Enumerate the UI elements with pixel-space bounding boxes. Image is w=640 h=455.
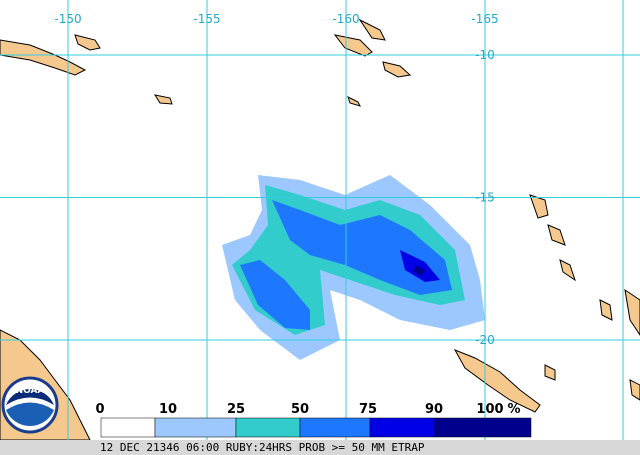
legend-tick: 0 <box>95 402 104 417</box>
logo-text: NOAA <box>16 386 45 396</box>
lon-label: -155 <box>193 12 220 26</box>
graticule: -150 -155 -160 -165 -10 -15 -20 <box>0 0 640 440</box>
lat-label: -20 <box>475 333 495 347</box>
noaa-logo: NOAA <box>1 376 59 434</box>
lon-label: -160 <box>332 12 359 26</box>
legend-swatch <box>235 417 301 438</box>
lat-label: -10 <box>475 48 495 62</box>
legend-unit: % <box>507 402 520 417</box>
lon-label: -165 <box>471 12 498 26</box>
legend-tick: 10 <box>159 402 177 417</box>
legend-tick: 25 <box>227 402 245 417</box>
legend-tick: 50 <box>291 402 309 417</box>
legend-tick: 90 <box>425 402 443 417</box>
legend-swatch <box>100 417 156 438</box>
probability-field <box>222 175 485 360</box>
legend-swatch <box>369 417 436 438</box>
legend-tick: 100 <box>476 402 503 417</box>
footer: 12 DEC 21346 06:00 RUBY:24HRS PROB >= 50… <box>100 441 425 454</box>
legend: 12 DEC 21346 06:00 RUBY:24HRS PROB >= 50… <box>0 402 640 455</box>
legend-tick: 75 <box>359 402 377 417</box>
lon-label: -150 <box>54 12 81 26</box>
legend-swatch <box>154 417 237 438</box>
legend-swatch <box>434 417 532 438</box>
lat-label: -15 <box>475 191 495 205</box>
legend-swatch <box>299 417 371 438</box>
